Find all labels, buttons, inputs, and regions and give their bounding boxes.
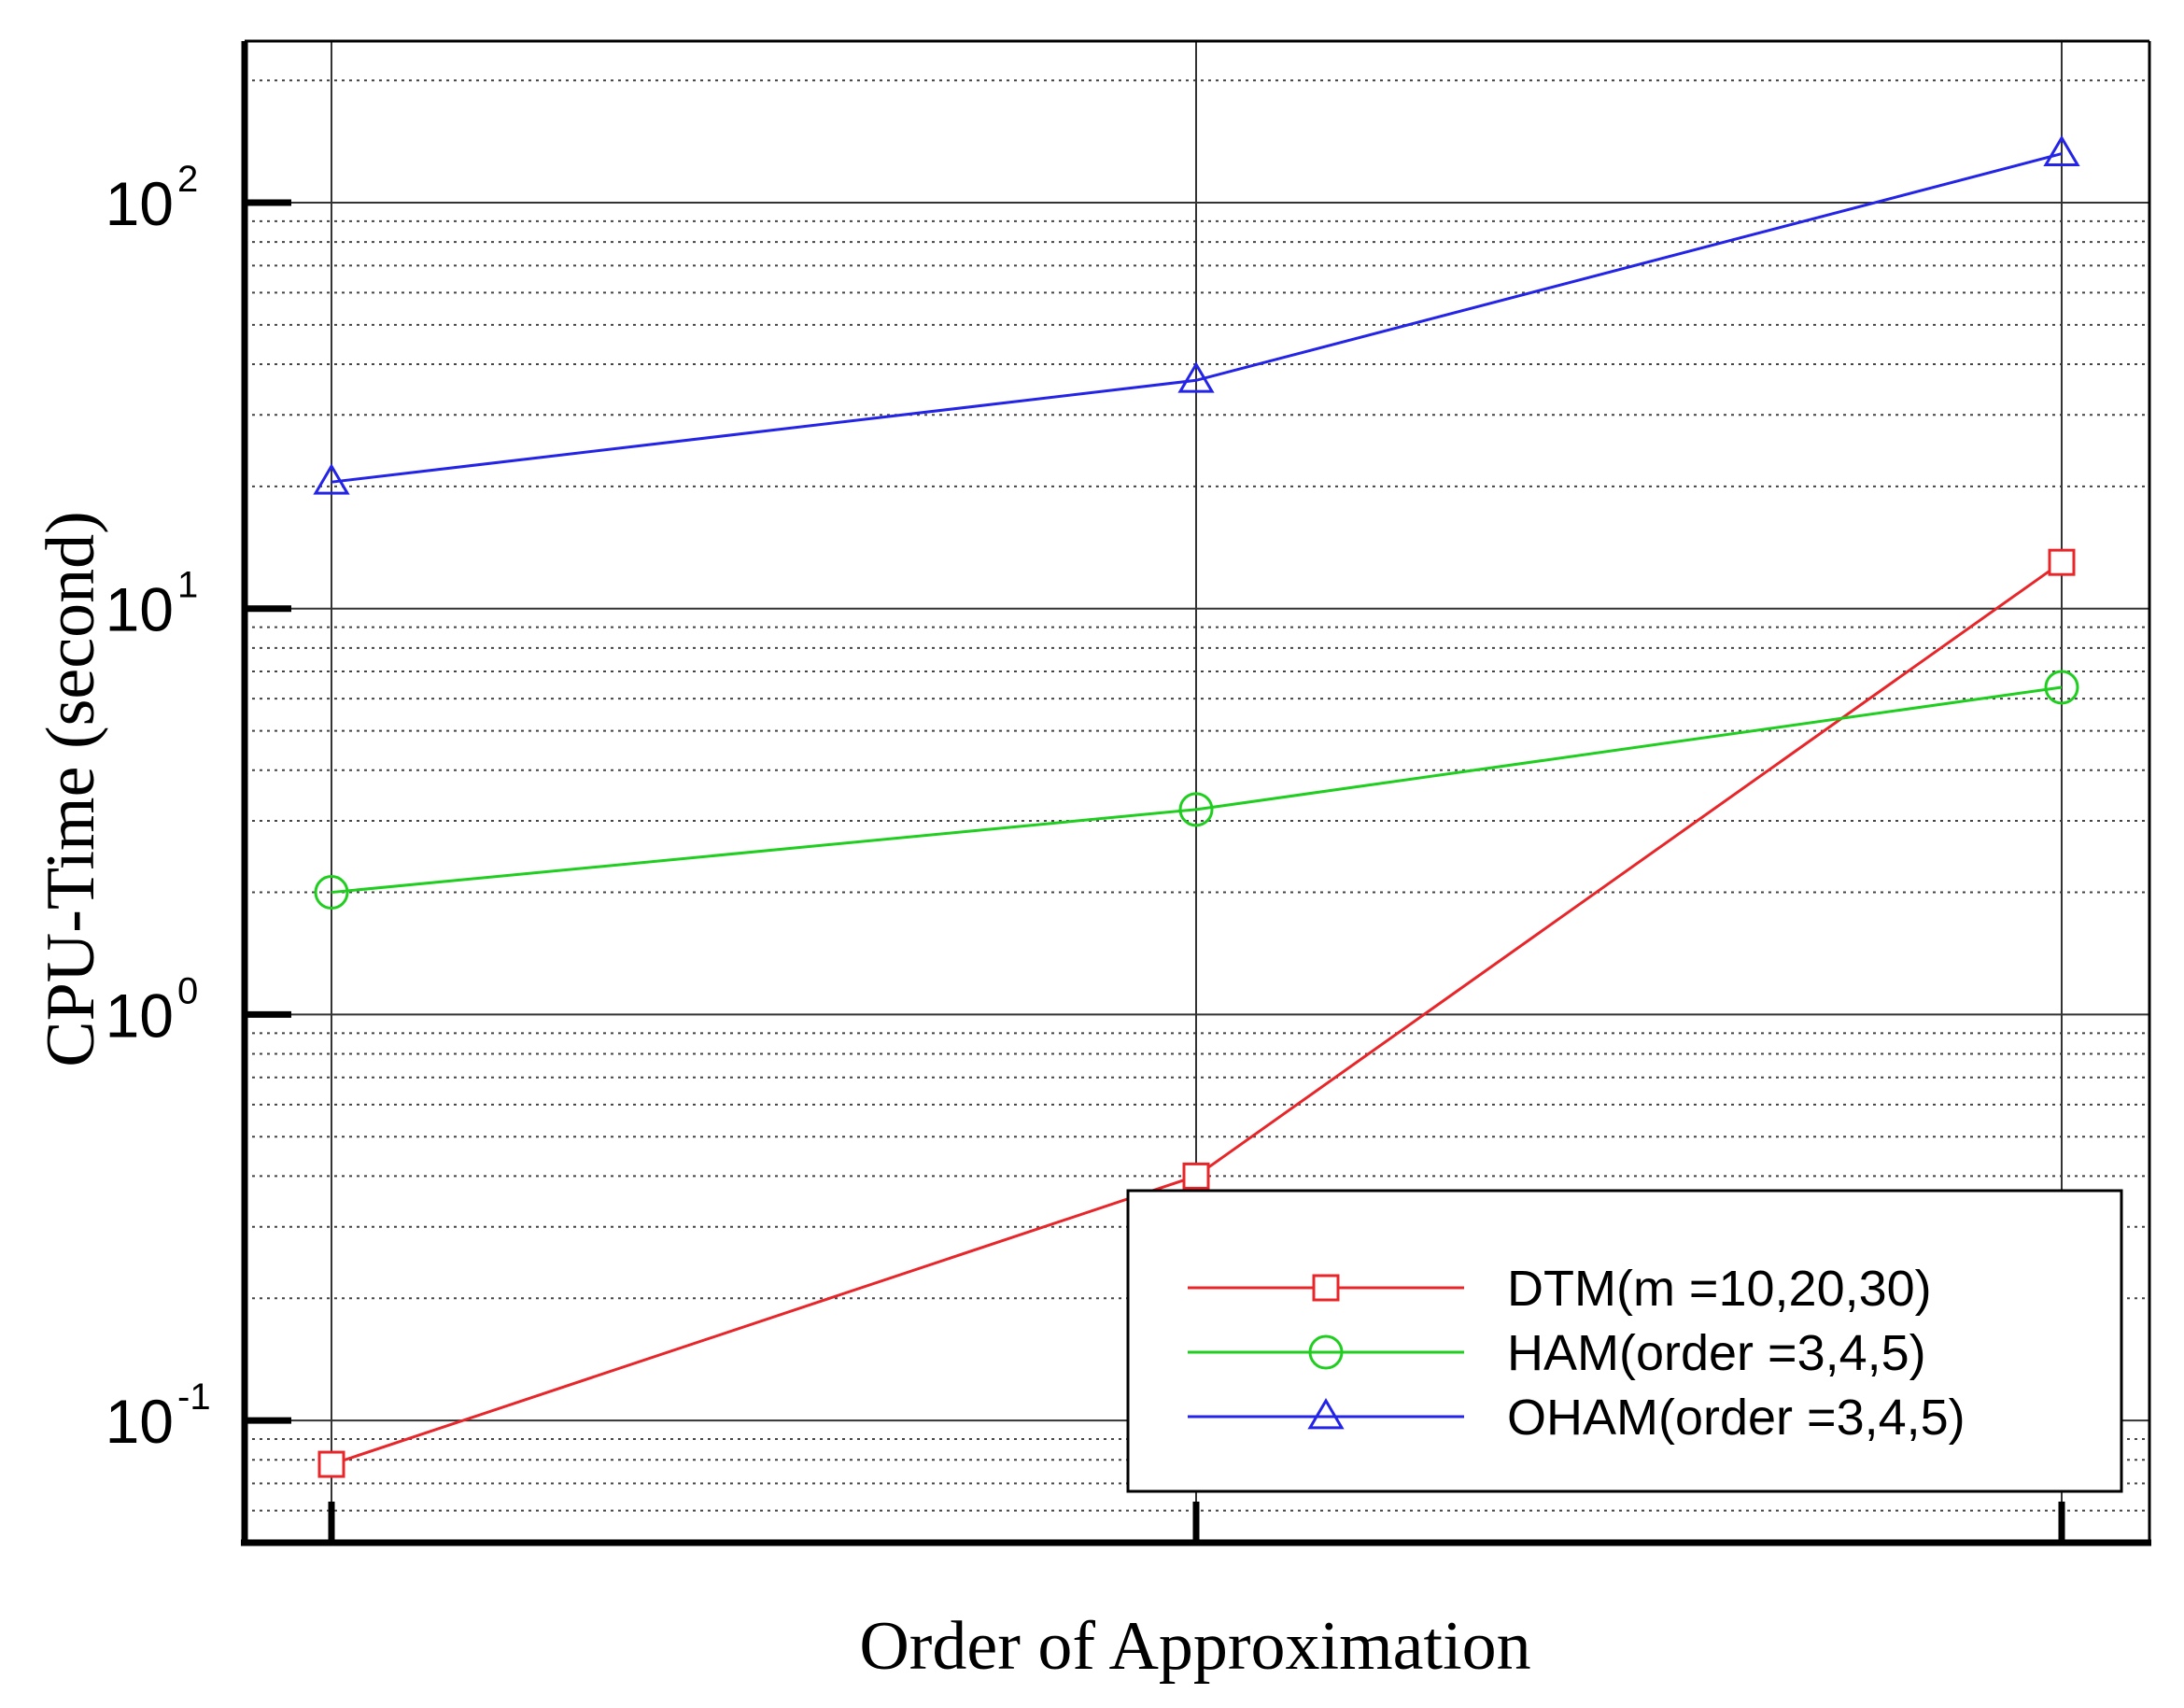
legend-box (1126, 1189, 2123, 1493)
legend-marker (1307, 1398, 1345, 1430)
plot-frame (241, 39, 2151, 1546)
y-tick-label-exponent: -1 (177, 1376, 211, 1418)
legend-marker (1312, 1274, 1340, 1302)
y-tick-label-exponent: 0 (177, 970, 198, 1011)
series-line (331, 685, 2063, 895)
y-tick-label: 10 (106, 169, 174, 238)
series-layer (313, 134, 2080, 1478)
legend-marker (1308, 1334, 1344, 1370)
series-2 (314, 670, 2079, 910)
data-point (2043, 134, 2080, 166)
data-point (2044, 670, 2079, 705)
series-1 (317, 548, 2076, 1478)
data-point (1177, 361, 1215, 393)
y-tick-label: 10 (106, 575, 174, 644)
data-point (317, 1450, 345, 1478)
series-3 (313, 134, 2080, 495)
y-tick-label: 10 (106, 1387, 174, 1456)
y-tick-label-exponent: 1 (177, 565, 198, 606)
legend-label: OHAM(order =3,4,5) (1507, 1390, 1966, 1446)
data-point (313, 463, 350, 495)
grid-layer (245, 41, 2149, 1543)
legend-label: DTM(m =10,20,30) (1507, 1261, 1932, 1317)
data-point (1182, 1162, 1210, 1190)
data-point (1178, 792, 1214, 827)
y-tick-label-exponent: 2 (177, 159, 198, 200)
y-tick-label: 10 (106, 981, 174, 1050)
series-line (331, 152, 2063, 484)
legend: DTM(m =10,20,30) HAM(order =3,4,5) OHAM(or… (1126, 1189, 2123, 1493)
x-axis-label: Order of Approximation (859, 1608, 1530, 1685)
legend-label: HAM(order =3,4,5) (1507, 1325, 1926, 1381)
y-axis-label: CPU-Time (second) (33, 511, 109, 1066)
data-point (2048, 548, 2076, 576)
data-point (314, 875, 349, 910)
